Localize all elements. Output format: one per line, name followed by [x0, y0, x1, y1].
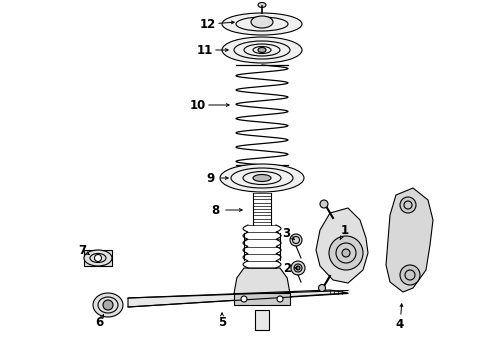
Polygon shape — [386, 188, 433, 292]
Ellipse shape — [277, 296, 283, 302]
Ellipse shape — [318, 284, 325, 292]
Polygon shape — [128, 290, 348, 307]
Text: 8: 8 — [211, 203, 219, 216]
Ellipse shape — [258, 3, 266, 8]
Ellipse shape — [291, 261, 305, 275]
Polygon shape — [316, 208, 368, 283]
Polygon shape — [233, 268, 291, 298]
Ellipse shape — [220, 164, 304, 192]
Ellipse shape — [84, 250, 112, 266]
Text: 11: 11 — [197, 44, 213, 57]
Text: 1: 1 — [341, 224, 349, 237]
Ellipse shape — [329, 236, 363, 270]
Ellipse shape — [320, 200, 328, 208]
Ellipse shape — [400, 197, 416, 213]
Ellipse shape — [296, 266, 300, 270]
Ellipse shape — [290, 234, 302, 246]
Text: 7: 7 — [78, 243, 86, 257]
Ellipse shape — [222, 13, 302, 35]
Text: 12: 12 — [200, 18, 216, 31]
Text: 3: 3 — [282, 226, 290, 239]
Bar — [84, 250, 112, 266]
Ellipse shape — [95, 255, 101, 261]
Ellipse shape — [400, 265, 420, 285]
Ellipse shape — [251, 16, 273, 28]
Ellipse shape — [258, 48, 266, 53]
Ellipse shape — [241, 296, 247, 302]
Ellipse shape — [93, 293, 123, 317]
Bar — [255, 310, 269, 330]
Text: 5: 5 — [218, 315, 226, 328]
Text: 4: 4 — [396, 319, 404, 332]
Ellipse shape — [103, 300, 113, 310]
Text: 6: 6 — [95, 315, 103, 328]
Bar — [234, 293, 290, 305]
Ellipse shape — [253, 175, 271, 181]
Text: 2: 2 — [283, 261, 291, 274]
Text: 9: 9 — [206, 171, 214, 185]
Ellipse shape — [222, 37, 302, 63]
Text: 10: 10 — [190, 99, 206, 112]
Ellipse shape — [342, 249, 350, 257]
